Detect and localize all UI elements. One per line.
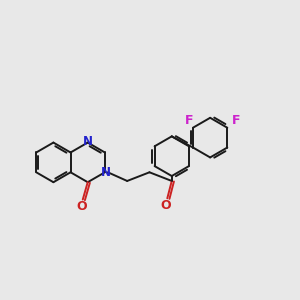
Text: N: N [101,166,111,179]
Text: F: F [232,114,240,127]
Text: N: N [83,135,93,148]
Text: F: F [185,114,194,127]
Text: O: O [77,200,87,214]
Text: O: O [161,199,171,212]
